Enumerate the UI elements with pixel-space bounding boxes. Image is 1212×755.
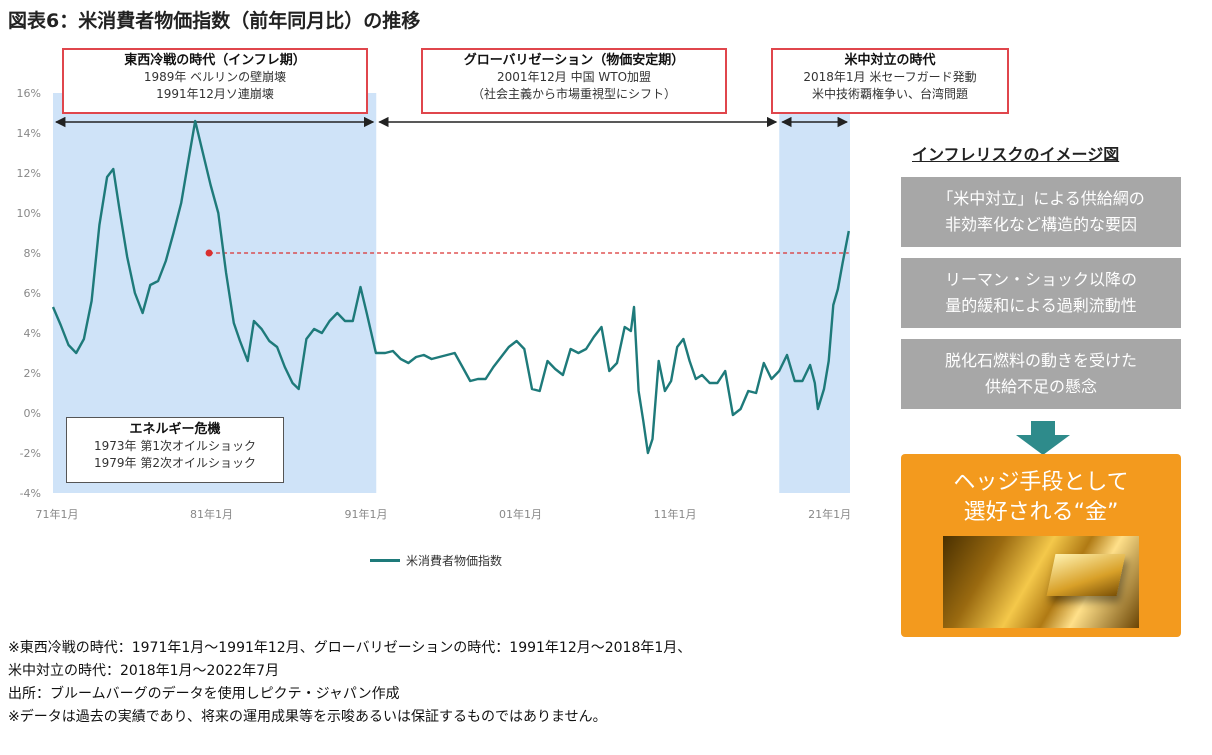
y-tick-label: 12% — [17, 167, 41, 180]
x-tick-label: 11年1月 — [654, 507, 697, 521]
series-layer — [51, 119, 850, 455]
down-arrow-icon — [1016, 421, 1070, 455]
risk-line: 供給不足の懸念 — [984, 377, 1097, 396]
gold-hedge-box: ヘッジ手段として 選好される“金” — [901, 454, 1181, 637]
y-axis-ticks: -4% -2% 0% 2% 4% 6% 8% 10% 12% 14% 16% — [17, 87, 41, 500]
era-box-us-china: 米中対立の時代 2018年1月 米セーフガード発動 米中技術覇権争い、台湾問題 — [771, 48, 1009, 114]
era-box-globalization: グローバリゼーション（物価安定期） 2001年12月 中国 WTO加盟 （社会主… — [421, 48, 727, 114]
risk-line: 脱化石燃料の動きを受けた — [944, 351, 1137, 370]
legend-swatch — [370, 559, 400, 562]
y-tick-label: 16% — [17, 87, 41, 100]
x-tick-label: 81年1月 — [190, 507, 233, 521]
y-tick-label: 8% — [24, 247, 41, 260]
era-title: 東西冷戦の時代（インフレ期） — [124, 53, 306, 68]
y-tick-label: 2% — [24, 367, 41, 380]
energy-title: エネルギー危機 — [129, 422, 221, 437]
footnote-line: 出所：ブルームバーグのデータを使用しピクテ・ジャパン作成 — [8, 686, 400, 702]
era-line: 1991年12月ソ連崩壊 — [156, 87, 274, 101]
page-title: 図表6：米消費者物価指数（前年同月比）の推移 — [8, 10, 421, 32]
reference-line — [205, 249, 849, 257]
era-title: 米中対立の時代 — [844, 53, 936, 68]
hedge-line: 選好される“金” — [963, 500, 1119, 525]
cpi-series-line — [51, 119, 850, 455]
y-tick-label: 0% — [24, 407, 41, 420]
hedge-line: ヘッジ手段として — [953, 470, 1129, 495]
legend: 米消費者物価指数 — [370, 552, 502, 569]
risk-box-liquidity: リーマン・ショック以降の 量的緩和による過剰流動性 — [901, 258, 1181, 328]
risk-panel-title: インフレリスクのイメージ図 — [912, 145, 1120, 164]
x-axis-ticks: 71年1月 81年1月 91年1月 01年1月 11年1月 21年1月 — [36, 507, 852, 521]
risk-line: 量的緩和による過剰流動性 — [945, 296, 1137, 315]
era-title: グローバリゼーション（物価安定期） — [463, 53, 685, 68]
energy-line: 1979年 第2次オイルショック — [94, 456, 256, 470]
gold-bar-icon — [1046, 554, 1126, 596]
risk-box-decarbonization: 脱化石燃料の動きを受けた 供給不足の懸念 — [901, 339, 1181, 409]
risk-line: リーマン・ショック以降の — [944, 270, 1137, 289]
x-tick-label: 21年1月 — [808, 507, 851, 521]
y-tick-label: 10% — [17, 207, 41, 220]
y-tick-label: 4% — [24, 327, 41, 340]
x-tick-label: 91年1月 — [345, 507, 388, 521]
hedge-text: ヘッジ手段として 選好される“金” — [901, 454, 1181, 528]
energy-crisis-box: エネルギー危機 1973年 第1次オイルショック 1979年 第2次オイルショッ… — [66, 417, 284, 483]
y-tick-label: 14% — [17, 127, 41, 140]
y-tick-label: 6% — [24, 287, 41, 300]
x-tick-label: 01年1月 — [499, 507, 542, 521]
footnote-line: ※データは過去の実績であり、将来の運用成果等を示唆あるいは保証するものではありま… — [8, 709, 607, 725]
footnote-line: 米中対立の時代：2018年1月～2022年7月 — [8, 663, 280, 679]
risk-box-supply-chain: 「米中対立」による供給網の 非効率化など構造的な要因 — [901, 177, 1181, 247]
y-tick-label: -4% — [20, 487, 41, 500]
footnote-line: ※東西冷戦の時代：1971年1月～1991年12月、グローバリゼーションの時代：… — [8, 640, 692, 656]
energy-line: 1973年 第1次オイルショック — [94, 439, 256, 453]
x-tick-label: 71年1月 — [36, 507, 79, 521]
era-line: （社会主義から市場重視型にシフト） — [471, 87, 676, 101]
era-line: 米中技術覇権争い、台湾問題 — [811, 87, 968, 101]
shaded-period — [779, 93, 850, 493]
risk-line: 「米中対立」による供給網の — [937, 189, 1145, 208]
reference-point — [205, 249, 213, 257]
era-line: 2001年12月 中国 WTO加盟 — [496, 70, 652, 84]
era-line: 1989年 ベルリンの壁崩壊 — [143, 70, 287, 84]
gold-bars-image — [943, 536, 1139, 628]
era-box-cold-war: 東西冷戦の時代（インフレ期） 1989年 ベルリンの壁崩壊 1991年12月ソ連… — [62, 48, 368, 114]
legend-label: 米消費者物価指数 — [406, 554, 503, 568]
era-line: 2018年1月 米セーフガード発動 — [803, 70, 977, 84]
footnotes: ※東西冷戦の時代：1971年1月～1991年12月、グローバリゼーションの時代：… — [8, 637, 691, 729]
y-tick-label: -2% — [20, 447, 41, 460]
risk-line: 非効率化など構造的な要因 — [944, 215, 1137, 234]
